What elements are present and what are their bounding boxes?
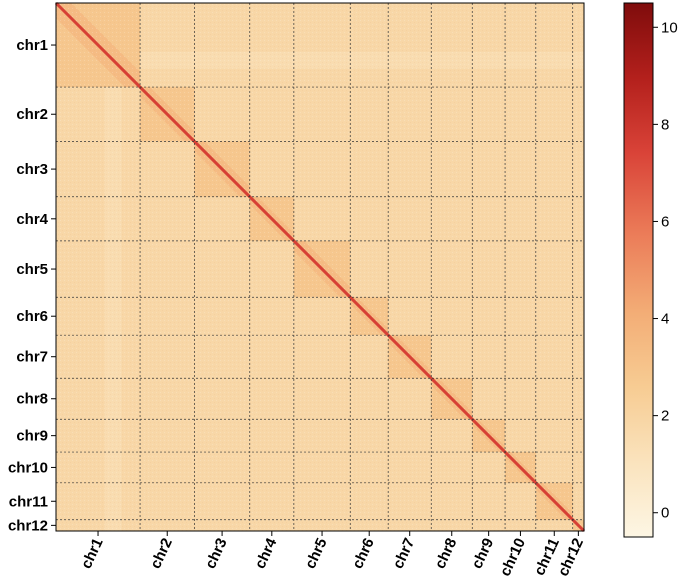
x-tick-label-chr7: chr7 [390, 536, 419, 572]
x-tick-label-chr2: chr2 [147, 536, 176, 572]
x-tick-label-chr6: chr6 [349, 536, 378, 572]
colorbar-tick-label-10: 10 [661, 19, 678, 36]
y-tick-label-chr3: chr3 [16, 161, 48, 178]
colorbar-gradient [623, 2, 654, 538]
y-tick-label-chr10: chr10 [8, 459, 48, 476]
y-tick-label-chr12: chr12 [8, 517, 48, 534]
colorbar-ticks: 0 2 4 6 8 10 [653, 19, 678, 522]
y-tick-label-chr6: chr6 [16, 308, 48, 325]
main-diagonal [54, 1, 586, 533]
y-axis-ticks: chr1 chr2 chr3 chr4 chr5 chr6 chr7 chr8 chr9 chr1… [8, 37, 56, 534]
y-tick-label-chr11: chr11 [9, 493, 48, 510]
y-tick-label-chr2: chr2 [16, 106, 48, 123]
y-tick-label-chr8: chr8 [16, 391, 48, 408]
x-tick-label-chr4: chr4 [252, 535, 281, 571]
colorbar-tick-label-6: 6 [661, 213, 669, 230]
colorbar-tick-label-4: 4 [661, 311, 669, 328]
chromosome-boundary-lines [56, 3, 584, 531]
y-tick-label-chr5: chr5 [16, 261, 48, 278]
x-tick-label-chr10: chr10 [497, 536, 529, 579]
x-tick-label-chr9: chr9 [468, 536, 497, 572]
y-tick-label-chr1: chr1 [16, 37, 48, 54]
x-tick-label-chr5: chr5 [302, 536, 331, 572]
y-tick-label-chr7: chr7 [16, 349, 48, 366]
x-axis-ticks: chr1 chr2 chr3 chr4 chr5 chr6 chr7 chr8 chr9 chr1… [78, 531, 587, 579]
plot-frame [55, 2, 585, 532]
colorbar-tick-label-2: 2 [661, 408, 669, 425]
y-tick-label-chr9: chr9 [16, 428, 48, 445]
x-tick-label-chr1: chr1 [78, 536, 107, 572]
contact-heatmap [54, 1, 586, 533]
colorbar-tick-label-0: 0 [661, 505, 669, 522]
y-tick-label-chr4: chr4 [16, 211, 48, 228]
x-tick-label-chr8: chr8 [432, 536, 461, 572]
x-tick-label-chr3: chr3 [202, 536, 231, 572]
colorbar: 0 2 4 6 8 10 [623, 2, 678, 538]
colorbar-tick-label-8: 8 [661, 116, 669, 133]
